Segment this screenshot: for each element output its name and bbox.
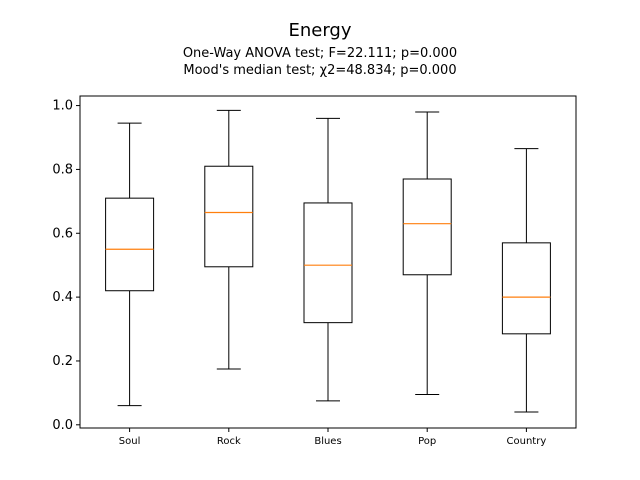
- box-pop: [402, 178, 452, 276]
- chart-subtitle-anova: One-Way ANOVA test; F=22.111; p=0.000: [182, 46, 458, 61]
- box-blues: [303, 202, 353, 324]
- chart-subtitle-mood: Mood's median test; χ2=48.834; p=0.000: [183, 63, 457, 78]
- x-tick-label-pop: Pop: [418, 436, 436, 447]
- y-tick-label-3: 0.6: [52, 226, 73, 241]
- x-tick-label-rock: Rock: [217, 436, 241, 447]
- box-soul: [105, 197, 155, 292]
- y-tick-label-5: 1.0: [52, 99, 73, 114]
- y-tick-label-4: 0.8: [52, 162, 73, 177]
- x-tick-label-country: Country: [507, 436, 547, 447]
- box-rock: [204, 165, 254, 268]
- y-tick-label-1: 0.2: [52, 354, 73, 369]
- x-tick-label-soul: Soul: [119, 436, 141, 447]
- box-country: [501, 242, 551, 335]
- y-tick-label-2: 0.4: [52, 290, 73, 305]
- chart-title: Energy: [288, 20, 352, 41]
- y-tick-label-0: 0.0: [52, 418, 73, 433]
- x-tick-label-blues: Blues: [314, 436, 341, 447]
